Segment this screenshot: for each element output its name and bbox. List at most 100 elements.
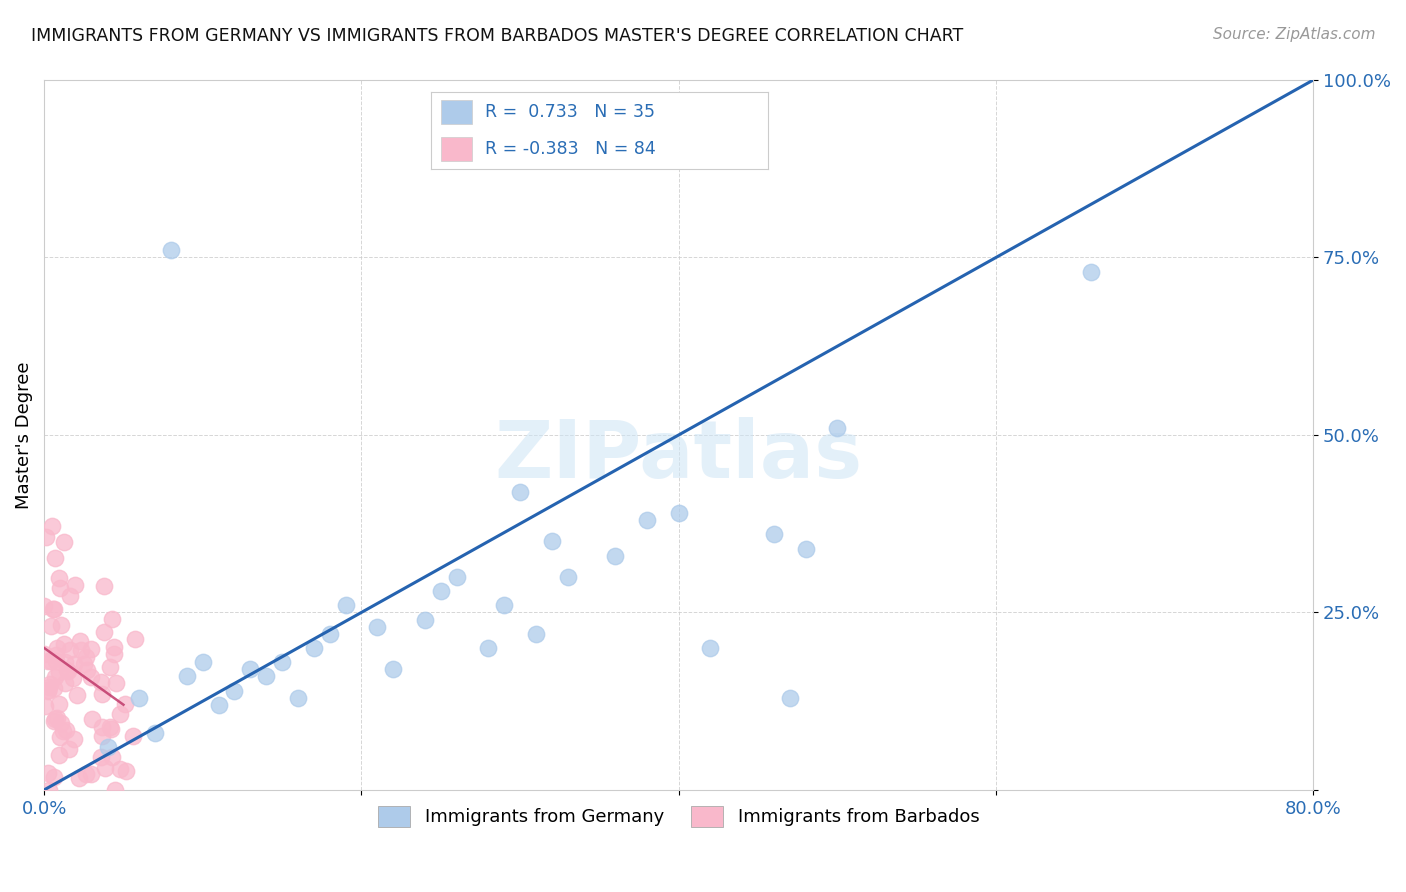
Point — [66, 689, 89, 703]
Point — [176, 669, 198, 683]
Point — [69, 633, 91, 648]
Point — [48, 697, 70, 711]
Point — [53, 637, 76, 651]
Point — [366, 619, 388, 633]
Point — [143, 726, 166, 740]
Point — [668, 506, 690, 520]
Text: IMMIGRANTS FROM GERMANY VS IMMIGRANTS FROM BARBADOS MASTER'S DEGREE CORRELATION : IMMIGRANTS FROM GERMANY VS IMMIGRANTS FR… — [31, 27, 963, 45]
Point — [605, 549, 627, 563]
Point — [49, 581, 72, 595]
Point — [37, 683, 59, 698]
Point — [42, 681, 65, 695]
Point — [62, 671, 84, 685]
Point — [101, 612, 124, 626]
Point — [104, 676, 127, 690]
Point — [128, 690, 150, 705]
Point — [254, 669, 277, 683]
Point — [699, 640, 721, 655]
Point — [75, 650, 97, 665]
Point — [62, 731, 84, 746]
Point — [80, 641, 103, 656]
Point — [37, 654, 59, 668]
Point — [45, 648, 67, 662]
Point — [65, 577, 87, 591]
Point — [37, 766, 59, 780]
Point — [762, 527, 785, 541]
Point — [38, 680, 60, 694]
Point — [794, 541, 817, 556]
Point — [38, 783, 60, 797]
Point — [80, 670, 103, 684]
Point — [103, 640, 125, 655]
Point — [779, 690, 801, 705]
Point — [53, 675, 76, 690]
Point — [271, 655, 294, 669]
Y-axis label: Master's Degree: Master's Degree — [15, 361, 32, 508]
Point — [48, 665, 70, 679]
Point — [69, 643, 91, 657]
Point — [53, 656, 76, 670]
Point — [302, 640, 325, 655]
Point — [429, 584, 451, 599]
Point — [524, 626, 547, 640]
Point — [44, 602, 66, 616]
Point — [59, 589, 82, 603]
Point — [93, 760, 115, 774]
Point — [52, 723, 75, 738]
Point — [49, 618, 72, 632]
Point — [90, 687, 112, 701]
Text: ZIPatlas: ZIPatlas — [495, 417, 863, 495]
Point — [108, 763, 131, 777]
Point — [32, 599, 55, 614]
Point — [90, 729, 112, 743]
Point — [104, 783, 127, 797]
Point — [557, 570, 579, 584]
Point — [827, 421, 849, 435]
Point — [100, 750, 122, 764]
Point — [39, 618, 62, 632]
Point — [382, 662, 405, 676]
Point — [44, 670, 66, 684]
Point — [80, 712, 103, 726]
Point — [37, 682, 59, 697]
Point — [35, 530, 58, 544]
Point — [509, 484, 531, 499]
Point — [122, 730, 145, 744]
Point — [335, 599, 357, 613]
Point — [1080, 265, 1102, 279]
Point — [636, 513, 658, 527]
Point — [56, 664, 79, 678]
Point — [49, 716, 72, 731]
Point — [44, 712, 66, 726]
Point — [48, 571, 70, 585]
Point — [46, 711, 69, 725]
Point — [55, 723, 77, 737]
Point — [45, 655, 67, 669]
Point — [41, 518, 63, 533]
Point — [224, 683, 246, 698]
Text: Source: ZipAtlas.com: Source: ZipAtlas.com — [1212, 27, 1375, 42]
Point — [80, 766, 103, 780]
Point — [108, 706, 131, 721]
Point — [46, 641, 69, 656]
Point — [494, 599, 516, 613]
Point — [239, 662, 262, 676]
Point — [93, 624, 115, 639]
Point — [39, 676, 62, 690]
Point — [413, 613, 436, 627]
Point — [49, 730, 72, 744]
Point — [114, 697, 136, 711]
Point — [53, 535, 76, 549]
Point — [44, 550, 66, 565]
Point — [98, 720, 121, 734]
Point — [207, 698, 229, 712]
Point — [76, 663, 98, 677]
Point — [287, 690, 309, 705]
Point — [73, 657, 96, 671]
Point — [91, 720, 114, 734]
Point — [477, 640, 499, 655]
Point — [540, 534, 562, 549]
Point — [67, 771, 90, 785]
Point — [42, 714, 65, 728]
Point — [98, 660, 121, 674]
